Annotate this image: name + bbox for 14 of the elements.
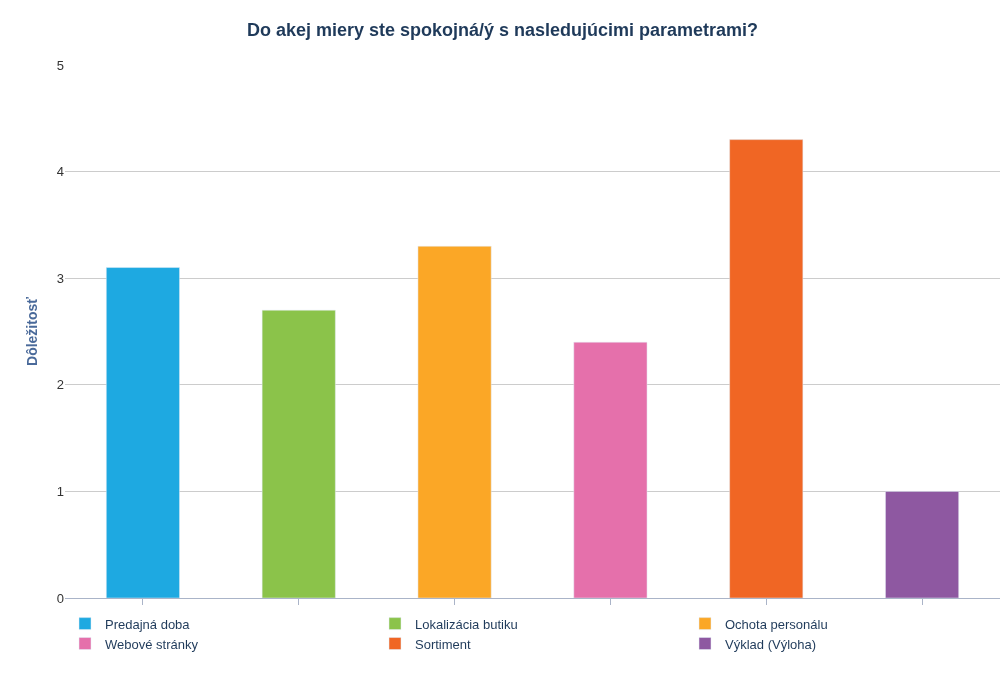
legend-label: Lokalizácia butiku	[415, 616, 518, 632]
y-tick-label: 0	[56, 590, 64, 606]
y-tick-label: 5	[56, 57, 64, 73]
chart-title: Do akej miery ste spokojná/ý s nasledujúcimi parametrami?	[246, 20, 759, 41]
y-tick-label: 2	[56, 377, 64, 393]
legend-label: Výklad (Výloha)	[725, 636, 817, 652]
y-tick-label: 3	[56, 270, 64, 286]
y-tick-label: 1	[56, 483, 64, 499]
legend-label: Predajná doba	[105, 616, 191, 632]
legend-label: Webové stránky	[105, 636, 199, 652]
legend-label: Sortiment	[415, 636, 472, 652]
y-axis-title: Dôležitosť	[24, 296, 41, 366]
legend-label: Ochota personálu	[725, 616, 828, 632]
y-tick-label: 4	[56, 164, 64, 180]
